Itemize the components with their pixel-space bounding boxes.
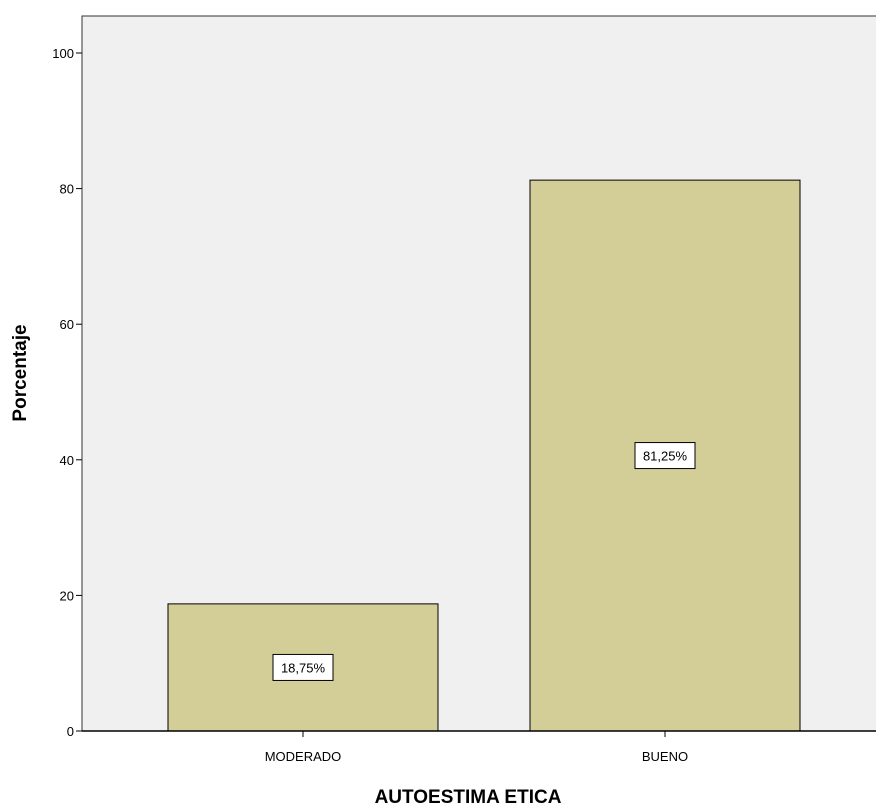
y-tick-label: 40 [60,453,74,468]
data-labels-group: 18,75% 81,25% [272,442,696,681]
y-axis-title: Porcentaje [10,324,31,421]
x-tick-label-bueno: BUENO [642,749,688,764]
y-tick-label: 60 [60,317,74,332]
x-axis-title: AUTOESTIMA ETICA [375,787,562,808]
data-label: 81,25% [643,449,688,464]
data-label: 18,75% [281,660,326,675]
x-axis: MODERADO BUENO [82,730,876,764]
y-tick-label: 100 [52,46,74,61]
data-label-box [634,442,696,470]
data-label-box [272,653,334,681]
y-tick-label: 80 [60,182,74,197]
y-tick-label: 20 [60,588,74,603]
y-axis: 0 20 40 60 80 100 [52,46,82,739]
y-tick-label: 0 [67,724,74,739]
x-tick-label-moderado: MODERADO [265,749,342,764]
